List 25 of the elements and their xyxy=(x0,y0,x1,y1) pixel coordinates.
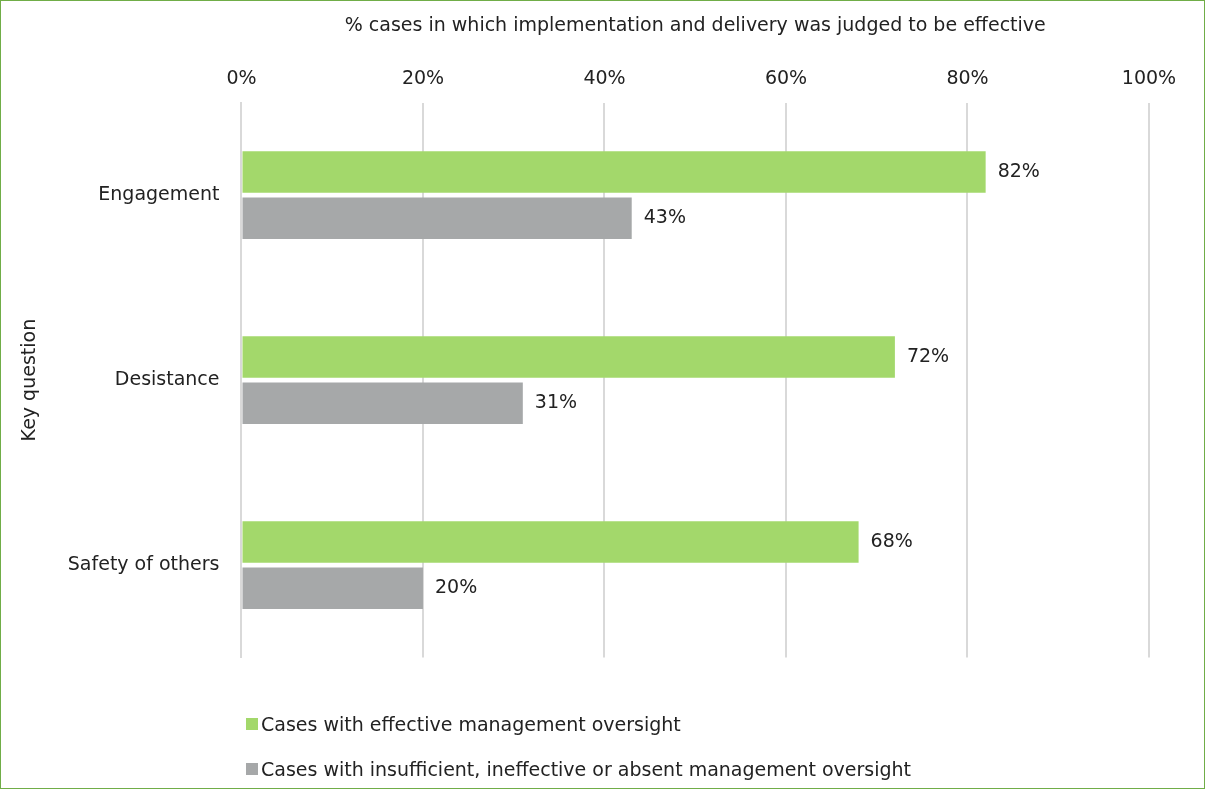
data-label: 68% xyxy=(870,528,913,551)
data-label: 43% xyxy=(643,205,686,228)
x-axis-title: % cases in which implementation and delivery was judged to be effective xyxy=(344,13,1046,36)
legend-label: Cases with insufficient, ineffective or absent management oversight xyxy=(261,757,912,780)
bar xyxy=(242,382,523,425)
x-tick-label: 100% xyxy=(1121,66,1177,89)
x-tick-label: 0% xyxy=(226,66,257,89)
x-tick-label: 80% xyxy=(946,66,989,89)
bar xyxy=(242,197,632,240)
y-tick-label: Desistance xyxy=(114,367,220,390)
x-tick-label: 20% xyxy=(401,66,445,89)
bar xyxy=(242,567,423,610)
y-tick-label: Engagement xyxy=(98,182,220,205)
data-label: 82% xyxy=(997,158,1040,181)
y-axis-title: Key question xyxy=(17,318,40,442)
bar xyxy=(242,521,859,563)
data-label: 20% xyxy=(434,575,478,598)
data-label: 31% xyxy=(534,390,578,413)
y-tick-label: Safety of others xyxy=(67,552,220,575)
bar xyxy=(242,336,895,378)
x-tick-label: 60% xyxy=(764,66,808,89)
legend-label: Cases with effective management oversight xyxy=(261,712,681,735)
bar xyxy=(242,151,986,193)
x-tick-label: 40% xyxy=(583,66,626,89)
data-label: 72% xyxy=(906,343,950,366)
